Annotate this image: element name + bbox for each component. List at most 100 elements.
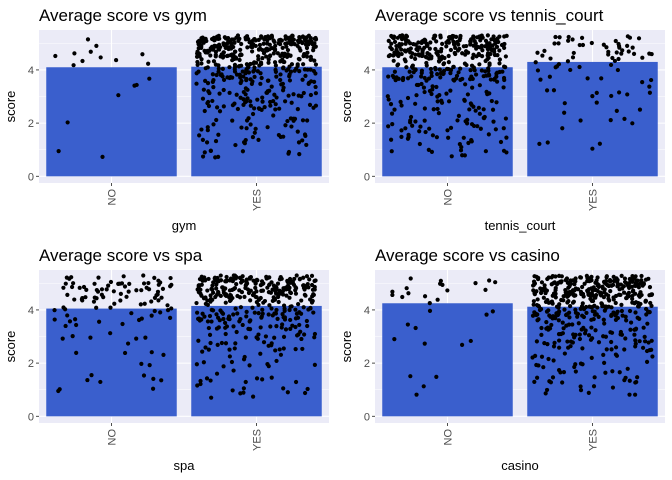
data-point <box>429 73 434 79</box>
data-point <box>63 307 68 312</box>
data-point <box>622 378 627 383</box>
data-point <box>289 62 295 67</box>
data-point <box>288 326 293 331</box>
data-point <box>223 36 228 41</box>
x-tick-label: NO <box>107 189 119 206</box>
data-point <box>535 297 540 302</box>
data-point <box>533 60 538 65</box>
data-point <box>422 37 427 42</box>
data-point <box>649 77 654 83</box>
data-point <box>501 75 507 81</box>
data-point <box>199 57 204 62</box>
data-point <box>256 137 261 142</box>
data-point <box>252 106 257 111</box>
data-point <box>571 292 576 297</box>
data-point <box>134 288 139 293</box>
data-point <box>165 303 170 308</box>
data-point <box>203 36 208 41</box>
data-point <box>232 49 238 54</box>
data-point <box>399 37 405 42</box>
data-point <box>602 280 607 285</box>
data-point <box>200 154 206 159</box>
data-point <box>394 43 399 49</box>
data-point <box>408 114 414 120</box>
data-point <box>585 76 590 81</box>
data-point <box>395 63 400 68</box>
data-point <box>266 57 271 62</box>
data-point <box>304 45 310 51</box>
data-point <box>304 284 309 289</box>
data-point <box>399 103 404 108</box>
data-point <box>232 276 237 281</box>
data-point <box>471 104 476 109</box>
data-point <box>495 53 500 58</box>
data-point <box>631 288 636 293</box>
data-point <box>625 92 630 97</box>
data-point <box>537 141 542 147</box>
data-point <box>205 319 211 324</box>
data-point <box>572 335 577 340</box>
data-point <box>241 102 246 108</box>
data-point <box>533 353 538 359</box>
data-point <box>560 320 565 325</box>
data-point <box>65 120 70 125</box>
data-point <box>209 395 214 400</box>
bar-yes <box>527 61 658 177</box>
data-point <box>575 311 581 317</box>
data-point <box>457 142 462 147</box>
data-point <box>156 282 161 287</box>
data-point <box>580 362 585 367</box>
data-point <box>644 359 650 364</box>
data-point <box>570 55 576 60</box>
data-point <box>566 345 571 350</box>
data-point <box>649 338 654 343</box>
data-point <box>566 322 572 327</box>
data-point <box>248 318 253 323</box>
data-point <box>410 123 415 128</box>
data-point <box>263 334 269 339</box>
data-point <box>561 294 566 299</box>
data-point <box>273 107 278 112</box>
data-point <box>637 339 642 344</box>
data-point <box>534 274 539 279</box>
data-point <box>504 135 509 140</box>
data-point <box>223 341 229 346</box>
data-point <box>234 35 239 40</box>
data-point <box>280 322 285 327</box>
data-point <box>403 126 408 131</box>
data-point <box>386 38 391 43</box>
data-point <box>603 304 609 309</box>
data-point <box>220 66 225 71</box>
data-point <box>213 54 218 59</box>
data-point <box>296 93 301 98</box>
data-point <box>302 38 308 43</box>
data-point <box>71 281 76 286</box>
chart-panel-casino: 0 2 4 NO YES casino score Average score vs casi… <box>339 246 665 473</box>
data-point <box>280 81 285 86</box>
data-point <box>218 54 223 59</box>
data-point <box>204 376 210 381</box>
data-point <box>625 366 630 371</box>
data-point <box>237 295 243 300</box>
data-point <box>580 284 585 290</box>
data-point <box>233 341 238 346</box>
data-point <box>430 84 435 89</box>
data-point <box>502 64 507 69</box>
data-point <box>407 41 413 46</box>
data-point <box>579 304 585 309</box>
data-point <box>223 325 228 330</box>
data-point <box>471 35 476 40</box>
data-point <box>297 276 303 281</box>
data-point <box>234 282 239 287</box>
data-point <box>84 287 89 293</box>
data-point <box>613 352 619 357</box>
data-point <box>589 325 594 330</box>
data-point <box>63 281 68 286</box>
data-point <box>444 91 449 96</box>
data-point <box>201 296 207 301</box>
bar-no <box>382 67 513 177</box>
data-point <box>422 89 427 95</box>
data-point <box>247 40 252 45</box>
data-point <box>497 48 502 53</box>
data-point <box>283 123 288 128</box>
